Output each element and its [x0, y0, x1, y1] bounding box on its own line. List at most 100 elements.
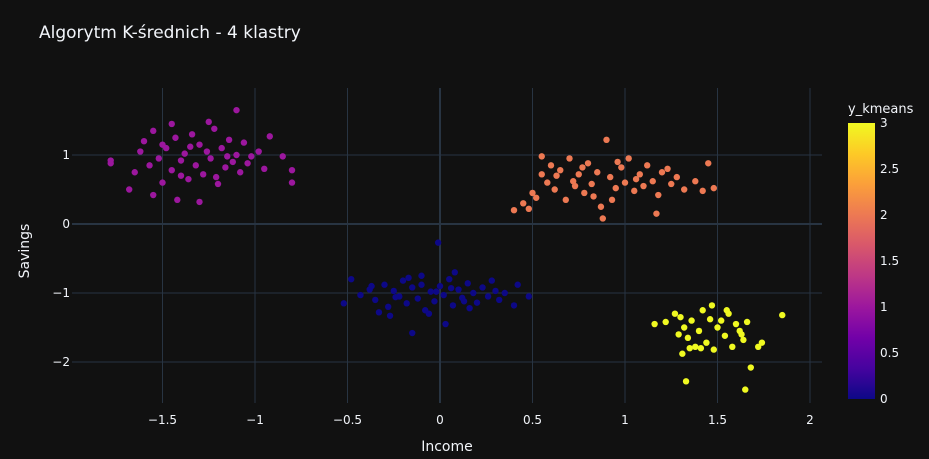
cluster-2-point — [636, 171, 643, 178]
cluster-1-point — [168, 166, 175, 174]
cluster-1-point — [233, 106, 240, 114]
cluster-0-point — [381, 281, 388, 288]
cluster-1-point — [146, 162, 153, 169]
cluster-1-point — [107, 160, 114, 167]
cluster-2-point — [692, 178, 699, 185]
cluster-2-point — [594, 169, 601, 176]
cluster-3-point — [695, 327, 703, 335]
cluster-1-point — [200, 171, 207, 178]
cluster-2-point — [566, 155, 573, 162]
cluster-3-point — [651, 320, 658, 328]
cluster-0-point — [440, 291, 447, 299]
x-tick-label: 2 — [806, 413, 814, 427]
cluster-3-point — [708, 302, 716, 309]
cluster-3-point — [703, 339, 710, 346]
cluster-2-point — [590, 193, 597, 200]
cluster-0-point — [464, 280, 471, 287]
cluster-0-point — [525, 293, 532, 300]
cluster-1-point — [150, 127, 157, 135]
cluster-1-point — [137, 148, 144, 155]
cluster-1-point — [248, 153, 255, 160]
cluster-2-point — [510, 207, 518, 214]
cluster-0-point — [425, 310, 433, 317]
cluster-2-point — [551, 186, 558, 193]
cluster-1-point — [211, 125, 218, 132]
cluster-1-point — [222, 164, 229, 171]
cluster-1-point — [155, 155, 162, 162]
cluster-3-point — [677, 313, 684, 321]
cluster-3-point — [779, 311, 786, 319]
cluster-3-point — [671, 310, 679, 317]
cluster-1-point — [159, 179, 166, 186]
cluster-3-point — [699, 307, 706, 314]
cluster-3-point — [729, 343, 736, 351]
cluster-2-point — [588, 180, 595, 188]
cluster-0-point — [434, 239, 442, 246]
cluster-0-point — [418, 272, 425, 279]
cluster-0-point — [510, 302, 518, 309]
cluster-3-point — [738, 331, 745, 338]
cluster-1-point — [214, 180, 222, 188]
cluster-1-point — [207, 155, 214, 162]
cluster-0-point — [442, 320, 449, 328]
cluster-0-point — [473, 299, 481, 306]
cluster-0-point — [386, 312, 394, 319]
cluster-2-point — [668, 180, 675, 188]
cluster-0-point — [447, 284, 455, 292]
cluster-3-point — [697, 345, 705, 352]
cluster-0-point — [409, 284, 416, 291]
cluster-0-point — [340, 300, 347, 307]
cluster-2-point — [557, 166, 564, 174]
cluster-3-point — [686, 345, 693, 352]
cluster-3-point — [743, 318, 751, 326]
colorbar-gradient — [848, 123, 875, 399]
y-tick-label: −2 — [52, 355, 70, 369]
cluster-1-point — [140, 138, 148, 145]
cluster-0-point — [427, 288, 434, 295]
colorbar: y_kmeans 3 2.5 2 1.5 1 0.5 0 — [848, 102, 914, 406]
zero-lines — [72, 88, 822, 403]
cluster-0-point — [375, 309, 383, 316]
cluster-1-point — [187, 143, 194, 150]
cluster-3-point — [684, 334, 692, 342]
cluster-0-point — [446, 276, 453, 283]
x-axis-ticks: −1.5 −1 −0.5 0 0.5 1 1.5 2 — [148, 413, 814, 427]
cluster-2-point — [584, 160, 592, 167]
colorbar-tick-label: 0 — [880, 392, 888, 406]
cluster-0-point — [390, 287, 397, 295]
colorbar-tick-label: 2.5 — [880, 162, 899, 176]
cluster-3-point — [682, 378, 690, 385]
cluster-3-point — [732, 320, 740, 328]
cluster-0-point — [501, 289, 508, 297]
cluster-2-point — [664, 165, 671, 172]
cluster-2-point — [579, 164, 586, 171]
y-tick-label: 1 — [62, 148, 70, 162]
cluster-0-point — [451, 269, 458, 276]
cluster-3-point — [681, 324, 688, 331]
cluster-3-point — [679, 350, 686, 357]
cluster-2-point — [581, 189, 588, 197]
cluster-2-point — [608, 196, 616, 204]
cluster-2-point — [632, 175, 640, 183]
cluster-2-point — [607, 173, 614, 181]
x-tick-label: 0 — [436, 413, 444, 427]
cluster-0-point — [431, 298, 438, 305]
cluster-2-point — [575, 171, 582, 178]
cluster-1-point — [205, 118, 212, 126]
cluster-3-point — [742, 386, 749, 393]
colorbar-tick-label: 2 — [880, 208, 888, 222]
chart-title: Algorytm K-średnich - 4 klastry — [39, 23, 301, 43]
cluster-2-point — [681, 186, 688, 193]
cluster-3-point — [723, 307, 730, 314]
colorbar-tick-label: 1.5 — [880, 254, 899, 268]
cluster-0-point — [479, 284, 486, 291]
cluster-2-point — [529, 189, 536, 197]
cluster-1-point — [181, 150, 188, 157]
cluster-1-point — [288, 166, 296, 174]
cluster-1-point — [261, 165, 268, 172]
cluster-1-point — [168, 120, 175, 128]
cluster-0-point — [514, 281, 521, 288]
cluster-0-point — [368, 282, 375, 290]
cluster-3-point — [692, 343, 699, 351]
cluster-0-point — [488, 277, 495, 284]
